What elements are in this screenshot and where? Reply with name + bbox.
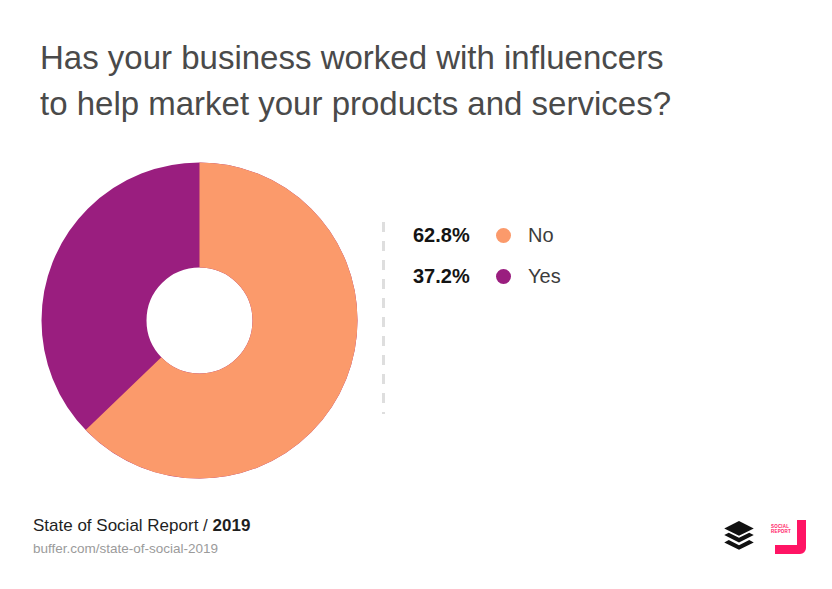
legend-dot-yes: [496, 269, 511, 284]
title-line-1: Has your business worked with influencer…: [40, 35, 671, 81]
report-url: buffer.com/state-of-social-2019: [33, 541, 250, 556]
footer: State of Social Report / 2019 buffer.com…: [33, 516, 250, 556]
page-title: Has your business worked with influencer…: [40, 35, 671, 127]
social-report-logo-text: SOCIAL REPORT: [771, 524, 791, 534]
footer-logos: SOCIAL REPORT: [724, 520, 806, 554]
donut-chart: [41, 162, 358, 479]
donut-svg: [41, 162, 358, 479]
legend-label-no: No: [528, 224, 554, 247]
report-year: 2019: [213, 516, 251, 535]
legend-item-yes: 37.2% Yes: [413, 256, 561, 297]
legend-item-no: 62.8% No: [413, 215, 561, 256]
chart-legend: 62.8% No 37.2% Yes: [413, 215, 561, 297]
title-line-2: to help market your products and service…: [40, 81, 671, 127]
legend-percent-yes: 37.2%: [413, 265, 475, 288]
report-title-text: State of Social Report /: [33, 516, 213, 535]
legend-dot-no: [496, 228, 511, 243]
report-title: State of Social Report / 2019: [33, 516, 250, 536]
social-report-logo-icon: SOCIAL REPORT: [770, 520, 806, 554]
buffer-logo-icon: [724, 521, 754, 553]
slide: Has your business worked with influencer…: [0, 0, 832, 589]
legend-percent-no: 62.8%: [413, 224, 475, 247]
legend-divider: [382, 222, 385, 414]
legend-label-yes: Yes: [528, 265, 561, 288]
